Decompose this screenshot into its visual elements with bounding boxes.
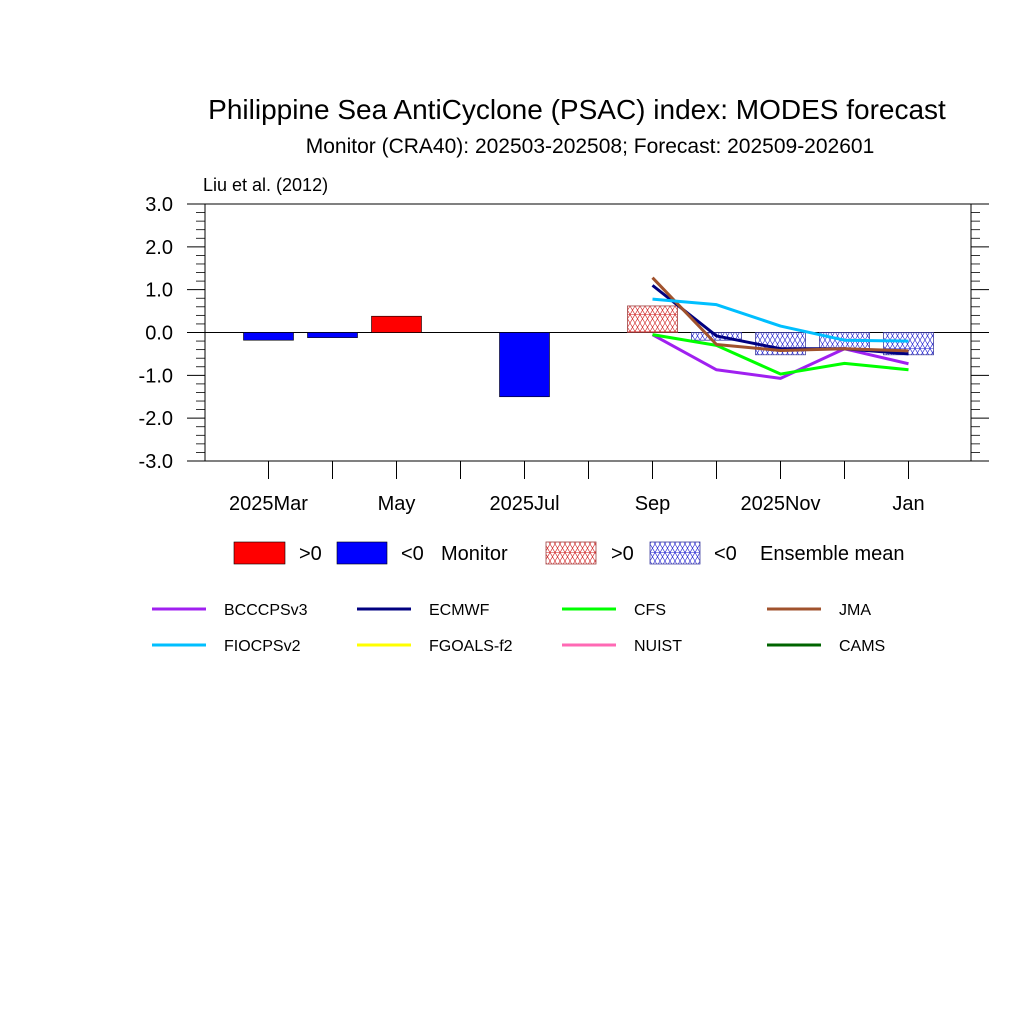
series-line-jma: [651, 276, 909, 353]
legend-label-cams: CAMS: [839, 638, 885, 655]
legend-label-jma: JMA: [839, 602, 871, 619]
y-tick-label: 0.0: [145, 323, 173, 345]
y-tick-label: -1.0: [139, 365, 173, 387]
y-tick-labels: 3.0 2.0 1.0 0.0 -1.0 -2.0 -3.0: [139, 194, 173, 473]
legend-label-ecmwf: ECMWF: [429, 602, 490, 619]
legend-monitor-negative-swatch: [336, 541, 388, 565]
monitor-bar: [243, 332, 294, 341]
x-tick-label: Sep: [635, 493, 671, 515]
series-line-fiocpsv2: [652, 297, 909, 343]
legend-monitor-positive-label: >0: [299, 543, 322, 565]
chart-note: Liu et al. (2012): [203, 175, 328, 195]
x-tick-label: May: [378, 493, 416, 515]
chart-title: Philippine Sea AntiCyclone (PSAC) index:…: [208, 94, 946, 125]
x-tick-label: 2025Jul: [489, 493, 559, 515]
chart-subtitle: Monitor (CRA40): 202503-202508; Forecast…: [306, 135, 875, 158]
legend-label-cfs: CFS: [634, 602, 666, 619]
ensemble-mean-bar: [627, 305, 678, 333]
monitor-bar: [371, 315, 422, 333]
legend-monitor-positive-swatch: [233, 541, 286, 565]
legend-label-nuist: NUIST: [634, 638, 682, 655]
y-tick-label: 3.0: [145, 194, 173, 216]
x-tick-label: 2025Mar: [229, 493, 308, 515]
bars-layer: [243, 305, 934, 398]
legend-label-fiocpsv2: FIOCPSv2: [224, 638, 301, 655]
y-tick-label: 2.0: [145, 237, 173, 259]
series-line-cfs: [652, 333, 909, 376]
y-tick-label: -2.0: [139, 408, 173, 430]
model-legend: BCCCPSv3 ECMWF CFS JMA FIOCPSv2 FGOALS-f2 NUIS…: [152, 602, 885, 655]
legend-ensemble-negative-swatch: [649, 541, 701, 565]
legend-label-bcccpsv3: BCCCPSv3: [224, 602, 308, 619]
x-tick-labels: 2025Mar May 2025Jul Sep 2025Nov Jan: [229, 493, 925, 515]
plot-frame: [187, 203, 989, 479]
legend-monitor-label: Monitor: [441, 543, 508, 565]
legend-monitor-negative-label: <0: [401, 543, 424, 565]
legend-ensemble-negative-label: <0: [714, 543, 737, 565]
y-tick-label: 1.0: [145, 280, 173, 302]
bar-legend: >0 <0 Monitor >0 <0 Ensemble mean: [233, 541, 905, 565]
legend-ensemble-positive-label: >0: [611, 543, 634, 565]
legend-ensemble-label: Ensemble mean: [760, 543, 905, 565]
model-lines-layer: [651, 276, 909, 380]
monitor-bar: [307, 332, 358, 338]
monitor-bar: [499, 332, 550, 398]
legend-label-fgoals-f2: FGOALS-f2: [429, 638, 513, 655]
x-tick-label: 2025Nov: [740, 493, 820, 515]
y-tick-label: -3.0: [139, 451, 173, 473]
series-line-bcccpsv3: [651, 333, 909, 380]
x-tick-label: Jan: [892, 493, 924, 515]
legend-ensemble-positive-swatch: [545, 541, 597, 565]
